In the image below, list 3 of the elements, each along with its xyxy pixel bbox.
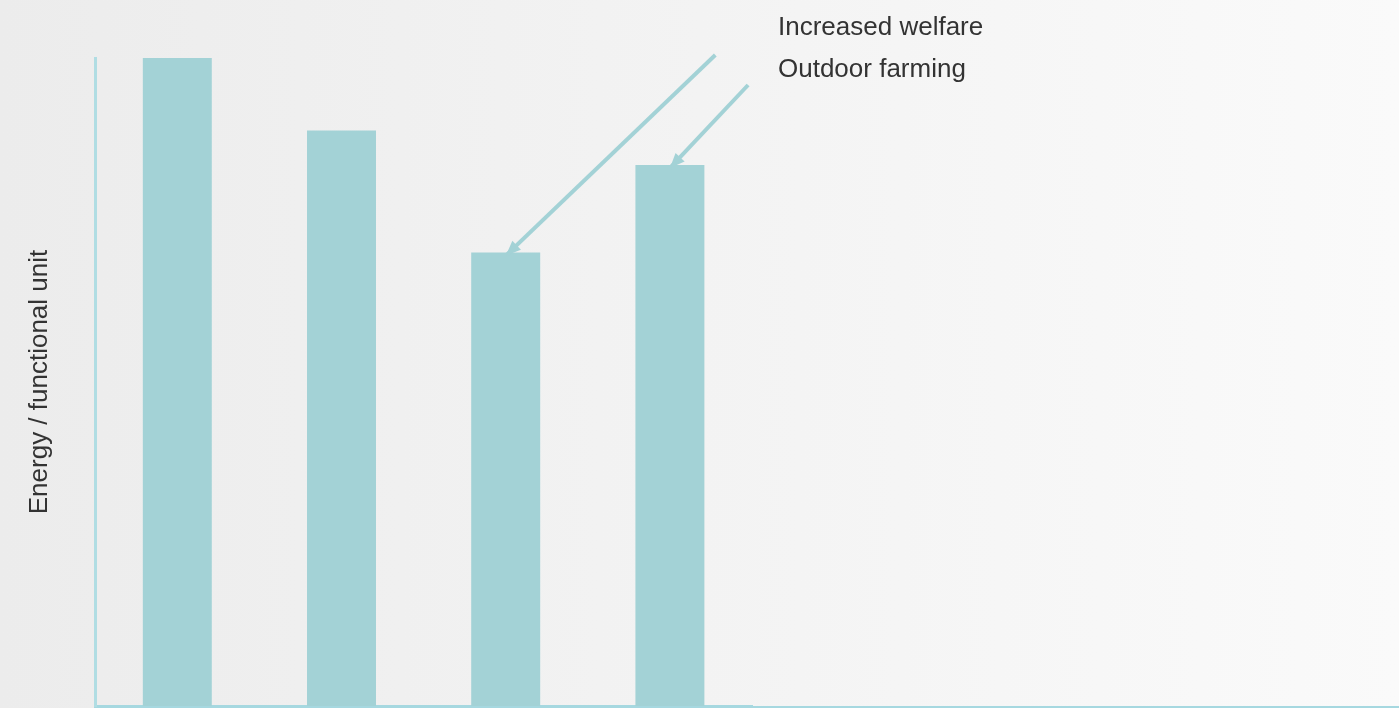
y-axis-title: Energy / functional unit: [22, 248, 53, 515]
text: Increased welfare: [778, 11, 984, 42]
text: Outdoor farming: [778, 53, 966, 84]
